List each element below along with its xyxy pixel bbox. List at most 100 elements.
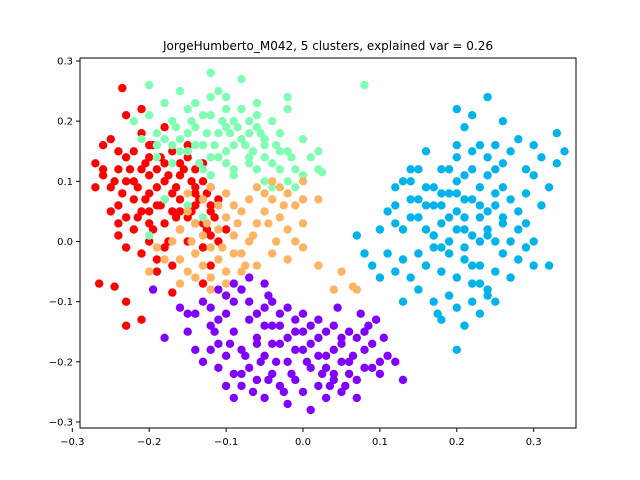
data-point	[521, 219, 531, 228]
data-point	[298, 345, 308, 354]
data-point	[164, 171, 173, 180]
data-point	[475, 213, 485, 222]
data-point	[221, 104, 231, 114]
data-point	[460, 255, 469, 264]
data-point	[260, 303, 269, 312]
data-point	[529, 141, 538, 150]
data-point	[437, 165, 446, 174]
data-point	[298, 219, 308, 228]
data-point	[221, 291, 231, 300]
data-point	[137, 207, 146, 216]
data-point	[452, 207, 461, 216]
data-point	[321, 351, 331, 360]
data-point	[475, 237, 485, 246]
data-point	[160, 255, 169, 264]
data-point	[191, 98, 200, 108]
data-point	[91, 159, 100, 168]
data-point	[283, 92, 292, 102]
data-point	[114, 147, 123, 156]
data-point	[91, 183, 100, 192]
data-point	[360, 80, 369, 90]
data-point	[475, 309, 485, 318]
data-point	[321, 393, 331, 403]
data-point	[514, 255, 523, 264]
data-point	[145, 231, 154, 240]
data-point	[221, 123, 231, 132]
data-point	[202, 219, 212, 228]
data-point	[375, 357, 385, 366]
data-point	[306, 339, 315, 348]
data-point	[306, 321, 315, 330]
data-point	[252, 98, 262, 108]
data-point	[498, 219, 508, 228]
data-point	[237, 74, 246, 84]
data-point	[341, 381, 350, 391]
data-point	[245, 273, 254, 282]
data-point	[483, 225, 492, 234]
data-point	[498, 117, 508, 126]
data-point	[106, 183, 116, 192]
data-point	[175, 279, 185, 288]
data-point	[537, 201, 546, 210]
data-point	[498, 213, 508, 222]
data-point	[168, 117, 177, 126]
data-point	[98, 165, 108, 174]
data-point	[329, 369, 338, 379]
data-point	[137, 315, 146, 324]
data-point	[264, 375, 273, 385]
data-point	[229, 231, 238, 240]
data-point	[544, 261, 554, 270]
data-point	[206, 321, 215, 330]
data-point	[198, 111, 208, 120]
data-point	[275, 213, 285, 222]
data-point	[544, 183, 554, 192]
data-point	[268, 195, 277, 204]
data-point	[506, 147, 515, 156]
data-point	[145, 153, 154, 162]
data-point	[291, 237, 300, 246]
data-point	[175, 171, 185, 180]
data-point	[175, 159, 185, 168]
data-point	[491, 189, 500, 198]
data-point	[406, 213, 415, 222]
data-point	[221, 147, 231, 156]
data-point	[229, 279, 238, 288]
data-point	[229, 327, 238, 336]
data-point	[152, 129, 162, 138]
data-point	[245, 129, 254, 138]
data-point	[175, 225, 185, 234]
data-point	[260, 177, 269, 186]
data-point	[260, 351, 269, 360]
data-point	[210, 141, 219, 150]
data-point	[245, 315, 254, 324]
data-point	[406, 177, 415, 186]
data-point	[429, 183, 438, 192]
data-point	[198, 195, 208, 204]
data-point	[145, 207, 154, 216]
data-point	[275, 165, 285, 174]
data-point	[560, 147, 569, 156]
data-point	[291, 183, 300, 192]
data-point	[452, 345, 461, 354]
data-point	[521, 189, 531, 198]
data-point	[245, 297, 254, 306]
data-point	[364, 321, 373, 330]
data-point	[137, 249, 146, 258]
data-point	[237, 267, 246, 276]
data-point	[352, 375, 361, 385]
data-point	[198, 141, 208, 150]
data-point	[160, 195, 169, 204]
data-point	[298, 243, 308, 252]
data-point	[260, 393, 269, 403]
data-point	[214, 315, 223, 324]
data-point	[137, 104, 146, 114]
data-point	[168, 237, 177, 246]
data-point	[379, 333, 388, 342]
data-point	[460, 243, 469, 252]
data-point	[129, 177, 138, 186]
data-point	[206, 183, 215, 192]
data-point	[252, 111, 262, 120]
data-point	[337, 267, 346, 276]
data-point	[468, 231, 477, 240]
data-point	[233, 219, 242, 228]
